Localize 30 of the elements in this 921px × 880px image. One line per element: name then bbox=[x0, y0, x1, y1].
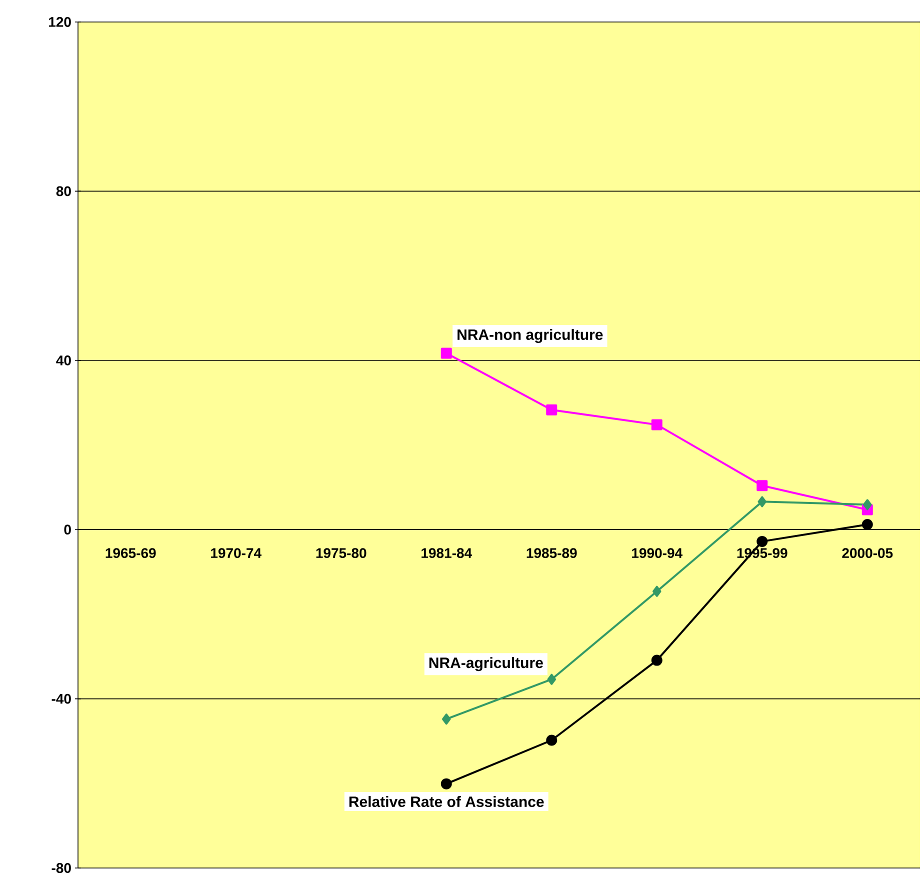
series-label: NRA-non agriculture bbox=[458, 328, 603, 343]
point bbox=[546, 404, 558, 416]
point bbox=[863, 499, 872, 510]
point bbox=[758, 496, 767, 508]
series-label: NRA-agriculture bbox=[429, 657, 543, 672]
y-tick-label: -40 bbox=[52, 694, 71, 704]
point bbox=[440, 778, 452, 790]
y-tick-label: 40 bbox=[56, 355, 71, 366]
point bbox=[862, 519, 873, 530]
y-tick-label: 120 bbox=[48, 17, 71, 27]
point bbox=[651, 654, 662, 666]
point bbox=[756, 480, 768, 492]
x-tick-label: 1985-89 bbox=[526, 548, 577, 558]
point bbox=[756, 536, 768, 547]
x-tick-label: 1990-94 bbox=[632, 548, 682, 558]
y-tick-label: -80 bbox=[52, 863, 71, 873]
x-tick-label: 1981-84 bbox=[422, 548, 472, 558]
point bbox=[547, 674, 556, 685]
point bbox=[651, 419, 662, 430]
y-tick-label: 0 bbox=[64, 524, 71, 535]
point bbox=[440, 348, 452, 359]
point bbox=[442, 714, 451, 725]
point bbox=[652, 586, 662, 597]
x-tick-label: 1970-74 bbox=[211, 548, 262, 558]
y-tick-label: 80 bbox=[56, 186, 71, 196]
x-tick-label: 1965-69 bbox=[106, 548, 156, 558]
series-label: Relative Rate of Assistance bbox=[349, 796, 544, 808]
x-tick-label: 2000-05 bbox=[842, 548, 893, 558]
point bbox=[546, 734, 558, 746]
x-tick-label: 1975-80 bbox=[316, 548, 366, 558]
